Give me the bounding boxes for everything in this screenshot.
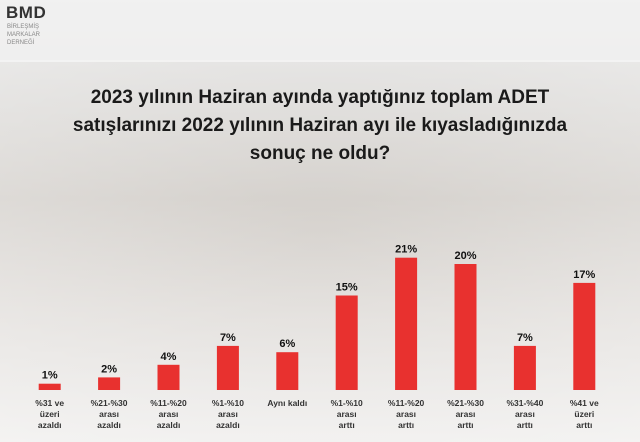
x-tick-label: %21-%30 arası arttı <box>447 398 484 430</box>
x-tick-label: Aynı kaldı <box>267 398 308 408</box>
x-tick-label: %11-%20 arası azaldı <box>150 398 187 430</box>
value-label: 20% <box>454 250 476 262</box>
value-label: 17% <box>573 269 595 281</box>
bar <box>98 377 121 390</box>
value-label: 6% <box>279 338 295 350</box>
x-tick-label: %41 ve üzeri arttı <box>569 398 599 430</box>
x-tick-label: %31-%40 arası arttı <box>506 398 544 430</box>
bar <box>513 345 536 390</box>
value-label: 4% <box>161 351 177 363</box>
bar <box>276 352 299 390</box>
value-label: 1% <box>42 370 58 382</box>
logo-name: BMD <box>6 3 47 22</box>
value-label: 15% <box>336 282 358 294</box>
bar <box>395 257 418 390</box>
bar <box>335 295 358 390</box>
value-label: 7% <box>220 332 236 344</box>
bar <box>38 383 61 390</box>
x-tick-label: %1-%10 arası azaldı <box>211 398 244 430</box>
bar <box>573 282 596 390</box>
value-label: 21% <box>395 244 417 256</box>
bar <box>216 345 239 390</box>
x-tick-label: %1-%10 arası arttı <box>330 398 363 430</box>
x-tick-label: %11-%20 arası arttı <box>387 398 425 430</box>
logo-line: DERNEĞİ <box>7 40 35 46</box>
value-label: 7% <box>517 332 533 344</box>
x-tick-label: %31 ve üzeri azaldı <box>35 398 65 430</box>
header <box>0 0 640 62</box>
logo-line: BİRLEŞMİŞ <box>7 24 40 30</box>
logo-line: MARKALAR <box>7 32 41 38</box>
bar <box>454 264 477 390</box>
chart-title: 2023 yılının Haziran ayında yaptığınız t… <box>72 87 568 164</box>
bar <box>157 364 180 390</box>
x-tick-label: %21-%30 arası azaldı <box>90 398 128 430</box>
value-label: 2% <box>101 363 117 375</box>
